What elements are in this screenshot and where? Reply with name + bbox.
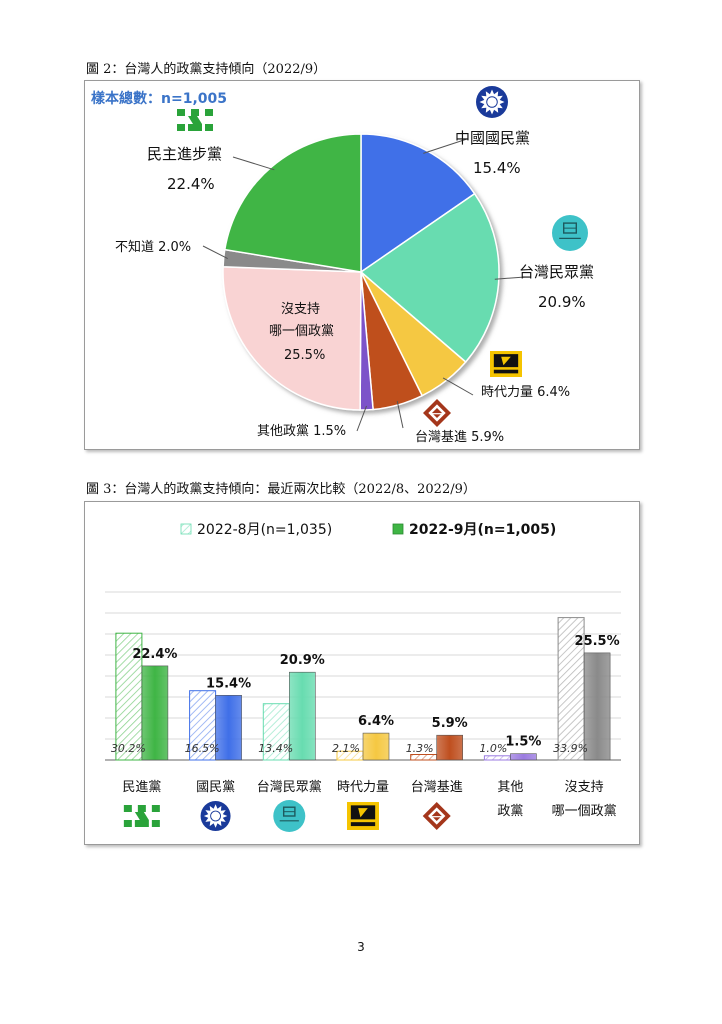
bar-sep bbox=[215, 695, 242, 761]
data-label-aug: 1.3% bbox=[406, 742, 434, 755]
figure2-caption: 圖 2：台灣人的政黨支持傾向（2022/9） bbox=[86, 62, 327, 77]
data-label-sep: 22.4% bbox=[132, 647, 177, 662]
legend-swatch bbox=[392, 523, 404, 535]
category-label: 台灣基進 bbox=[411, 780, 463, 795]
data-label-aug: 2.1% bbox=[332, 742, 360, 755]
data-label-sep: 5.9% bbox=[432, 716, 468, 731]
category-label: 國民黨 bbox=[196, 780, 235, 795]
bar-aug bbox=[483, 755, 511, 761]
figure3-caption: 圖 3：台灣人的政黨支持傾向：最近兩次比較（2022/8、2022/9） bbox=[86, 482, 476, 497]
bar-sep bbox=[436, 734, 464, 761]
data-label-aug: 13.4% bbox=[258, 742, 293, 755]
bar-aug bbox=[115, 632, 143, 761]
slice-label: 時代力量 6.4% bbox=[481, 385, 570, 400]
bar-sep bbox=[510, 753, 537, 761]
leader-line bbox=[423, 138, 468, 154]
slice-label: 哪一個政黨 bbox=[269, 324, 334, 339]
slice-value: 22.4% bbox=[167, 175, 215, 193]
legend-label: 2022-8月(n=1,035) bbox=[197, 522, 332, 538]
category-label: 政黨 bbox=[497, 804, 523, 819]
pie-chart: 樣本總數：n=1,005 中國國民黨 15.4% 台灣民眾黨 20.9% 時代力量 6.4… bbox=[91, 86, 594, 445]
sample-size-label: 樣本總數：n=1,005 bbox=[91, 90, 227, 107]
data-label-sep: 25.5% bbox=[575, 634, 620, 649]
slice-label: 沒支持 bbox=[281, 302, 320, 317]
legend-swatch bbox=[180, 523, 192, 535]
legend-label: 2022-9月(n=1,005) bbox=[409, 522, 556, 538]
slice-value: 15.4% bbox=[473, 159, 521, 177]
tpp-logo-icon bbox=[273, 800, 306, 832]
slice-label: 民主進步黨 bbox=[147, 145, 222, 163]
bar-chart: 2022-8月(n=1,035) 2022-9月(n=1,005) 30.2% 22.… bbox=[105, 522, 621, 832]
tpp-logo-icon bbox=[552, 215, 588, 251]
data-label-sep: 20.9% bbox=[280, 653, 325, 668]
tsp-logo-icon bbox=[422, 802, 451, 830]
category-label: 其他 bbox=[497, 780, 523, 795]
category-label: 哪一個政黨 bbox=[552, 804, 617, 819]
data-label-aug: 33.9% bbox=[553, 742, 588, 755]
pie-chart-panel: 樣本總數：n=1,005 中國國民黨 15.4% 台灣民眾黨 20.9% 時代力量 6.4… bbox=[84, 80, 640, 450]
tsp-logo-icon bbox=[423, 399, 451, 427]
category-label: 民進黨 bbox=[122, 780, 161, 795]
category-label: 沒支持 bbox=[565, 780, 604, 795]
slice-label: 不知道 2.0% bbox=[115, 239, 191, 255]
page-number: 3 bbox=[357, 940, 365, 954]
data-label-sep: 6.4% bbox=[358, 714, 394, 729]
npp-logo-icon bbox=[490, 351, 522, 377]
dpp-logo-icon bbox=[123, 805, 160, 827]
pie-slices bbox=[222, 133, 500, 411]
bar-sep bbox=[289, 671, 316, 761]
slice-value: 25.5% bbox=[284, 348, 325, 363]
bar-sep bbox=[141, 665, 169, 761]
leader-line bbox=[356, 405, 367, 432]
category-label: 台灣民眾黨 bbox=[257, 780, 322, 795]
leader-line bbox=[232, 156, 275, 171]
bar-aug bbox=[410, 754, 438, 761]
bar-aug bbox=[262, 703, 290, 761]
pie-slice bbox=[223, 133, 362, 273]
slice-label: 台灣基進 5.9% bbox=[415, 430, 504, 445]
slice-label: 中國國民黨 bbox=[455, 129, 530, 147]
data-label-aug: 30.2% bbox=[111, 742, 146, 755]
category-label: 時代力量 bbox=[337, 780, 389, 795]
bar-sep bbox=[583, 652, 611, 761]
kmt-logo-icon bbox=[200, 801, 231, 831]
leader-line bbox=[396, 400, 404, 429]
bar-chart-panel: 2022-8月(n=1,035) 2022-9月(n=1,005) 30.2% 22.… bbox=[84, 501, 640, 845]
slice-label: 其他政黨 1.5% bbox=[257, 424, 346, 439]
pie-slice bbox=[222, 266, 362, 411]
leader-line bbox=[494, 276, 526, 280]
legend: 2022-8月(n=1,035) 2022-9月(n=1,005) bbox=[180, 522, 556, 538]
pie-slice bbox=[360, 133, 476, 274]
bar-aug bbox=[557, 617, 585, 761]
slice-value: 20.9% bbox=[538, 293, 586, 311]
data-label-sep: 15.4% bbox=[206, 676, 251, 691]
kmt-logo-icon bbox=[476, 86, 508, 118]
dpp-logo-icon bbox=[177, 109, 213, 131]
data-label-sep: 1.5% bbox=[505, 735, 541, 750]
npp-logo-icon bbox=[347, 802, 379, 830]
leader-line bbox=[202, 245, 228, 260]
slice-label: 台灣民眾黨 bbox=[519, 263, 594, 281]
bar-sep bbox=[362, 732, 390, 761]
data-label-aug: 16.5% bbox=[185, 742, 220, 755]
leader-line bbox=[442, 377, 474, 396]
data-label-aug: 1.0% bbox=[479, 742, 507, 755]
